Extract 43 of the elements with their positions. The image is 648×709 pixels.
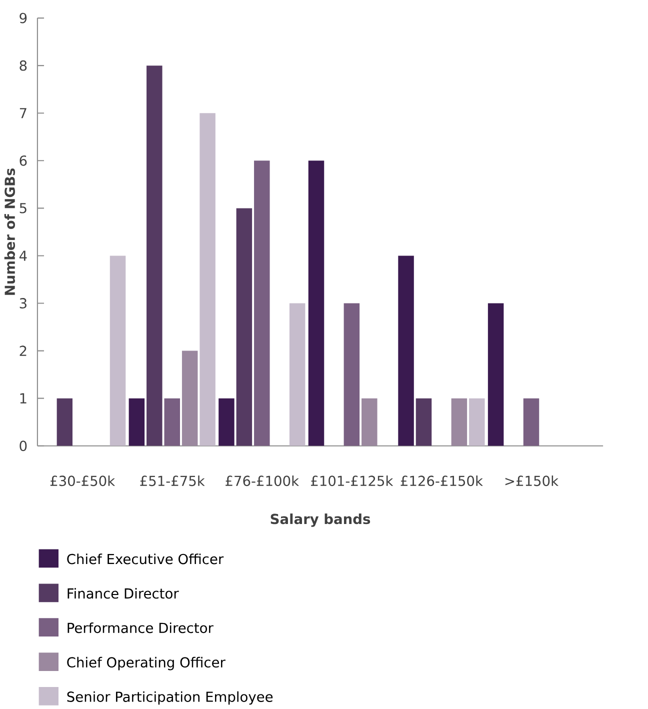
bar [398,256,414,446]
x-axis-title: Salary bands [270,514,370,527]
x-tick-label: £30-£50k [50,475,115,486]
y-tick-label: 3 [20,298,26,308]
bar [164,398,180,446]
bar [56,398,72,446]
legend-label: Performance Director [68,622,214,634]
bar [128,398,144,446]
y-tick-label: 4 [19,250,27,261]
bar [468,398,485,446]
bar [182,350,198,446]
bar [308,160,324,446]
legend-label: Chief Operating Officer [67,656,226,670]
bar [344,303,360,446]
y-tick-label: 9 [20,12,26,24]
bar [236,208,252,446]
bar [523,398,539,446]
bar [488,303,504,446]
y-tick-label: 0 [20,440,26,452]
x-tick-label: £126-£150k [400,475,483,486]
legend-label: Finance Director [68,588,179,599]
bar [451,398,467,446]
y-tick-label: 7 [20,108,26,118]
legend-label: Senior Participation Employee [67,691,272,705]
x-tick-label: £101-£125k [310,475,394,486]
y-tick-label: 6 [20,155,27,166]
x-tick-label: £51-£75k [140,475,205,486]
bar [146,66,162,446]
bar [110,256,126,446]
bar [200,113,216,446]
bar [218,398,234,446]
y-tick-label: 1 [20,393,26,404]
x-tick-label: £76-£100k [225,475,299,486]
y-tick-label: 2 [20,346,26,356]
legend-label: Chief Executive Officer [67,554,224,564]
bar [361,398,378,446]
y-axis-title: Number of NGBs [4,168,15,295]
y-tick-label: 8 [20,60,26,71]
bar [289,303,306,446]
y-tick-label: 5 [20,203,26,214]
bar [416,398,432,446]
x-tick-label: >£150k [505,475,558,486]
bar [254,160,270,446]
